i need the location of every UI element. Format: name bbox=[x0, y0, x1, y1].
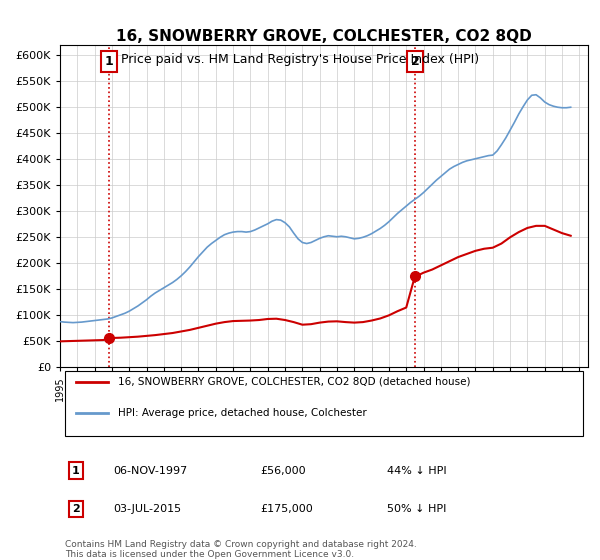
Text: £175,000: £175,000 bbox=[260, 504, 313, 514]
Text: HPI: Average price, detached house, Colchester: HPI: Average price, detached house, Colc… bbox=[118, 408, 367, 418]
Title: 16, SNOWBERRY GROVE, COLCHESTER, CO2 8QD: 16, SNOWBERRY GROVE, COLCHESTER, CO2 8QD bbox=[116, 29, 532, 44]
Text: 1: 1 bbox=[105, 55, 114, 68]
Text: 2: 2 bbox=[410, 55, 419, 68]
Text: 44% ↓ HPI: 44% ↓ HPI bbox=[388, 466, 447, 476]
Text: £56,000: £56,000 bbox=[260, 466, 306, 476]
Text: 16, SNOWBERRY GROVE, COLCHESTER, CO2 8QD (detached house): 16, SNOWBERRY GROVE, COLCHESTER, CO2 8QD… bbox=[118, 377, 470, 387]
Text: 2: 2 bbox=[72, 504, 80, 514]
Text: 06-NOV-1997: 06-NOV-1997 bbox=[113, 466, 187, 476]
Text: 50% ↓ HPI: 50% ↓ HPI bbox=[388, 504, 447, 514]
FancyBboxPatch shape bbox=[65, 371, 583, 436]
Text: Contains HM Land Registry data © Crown copyright and database right 2024.
This d: Contains HM Land Registry data © Crown c… bbox=[65, 540, 417, 559]
Text: 03-JUL-2015: 03-JUL-2015 bbox=[113, 504, 181, 514]
Text: 1: 1 bbox=[72, 466, 80, 476]
Text: Price paid vs. HM Land Registry's House Price Index (HPI): Price paid vs. HM Land Registry's House … bbox=[121, 53, 479, 66]
